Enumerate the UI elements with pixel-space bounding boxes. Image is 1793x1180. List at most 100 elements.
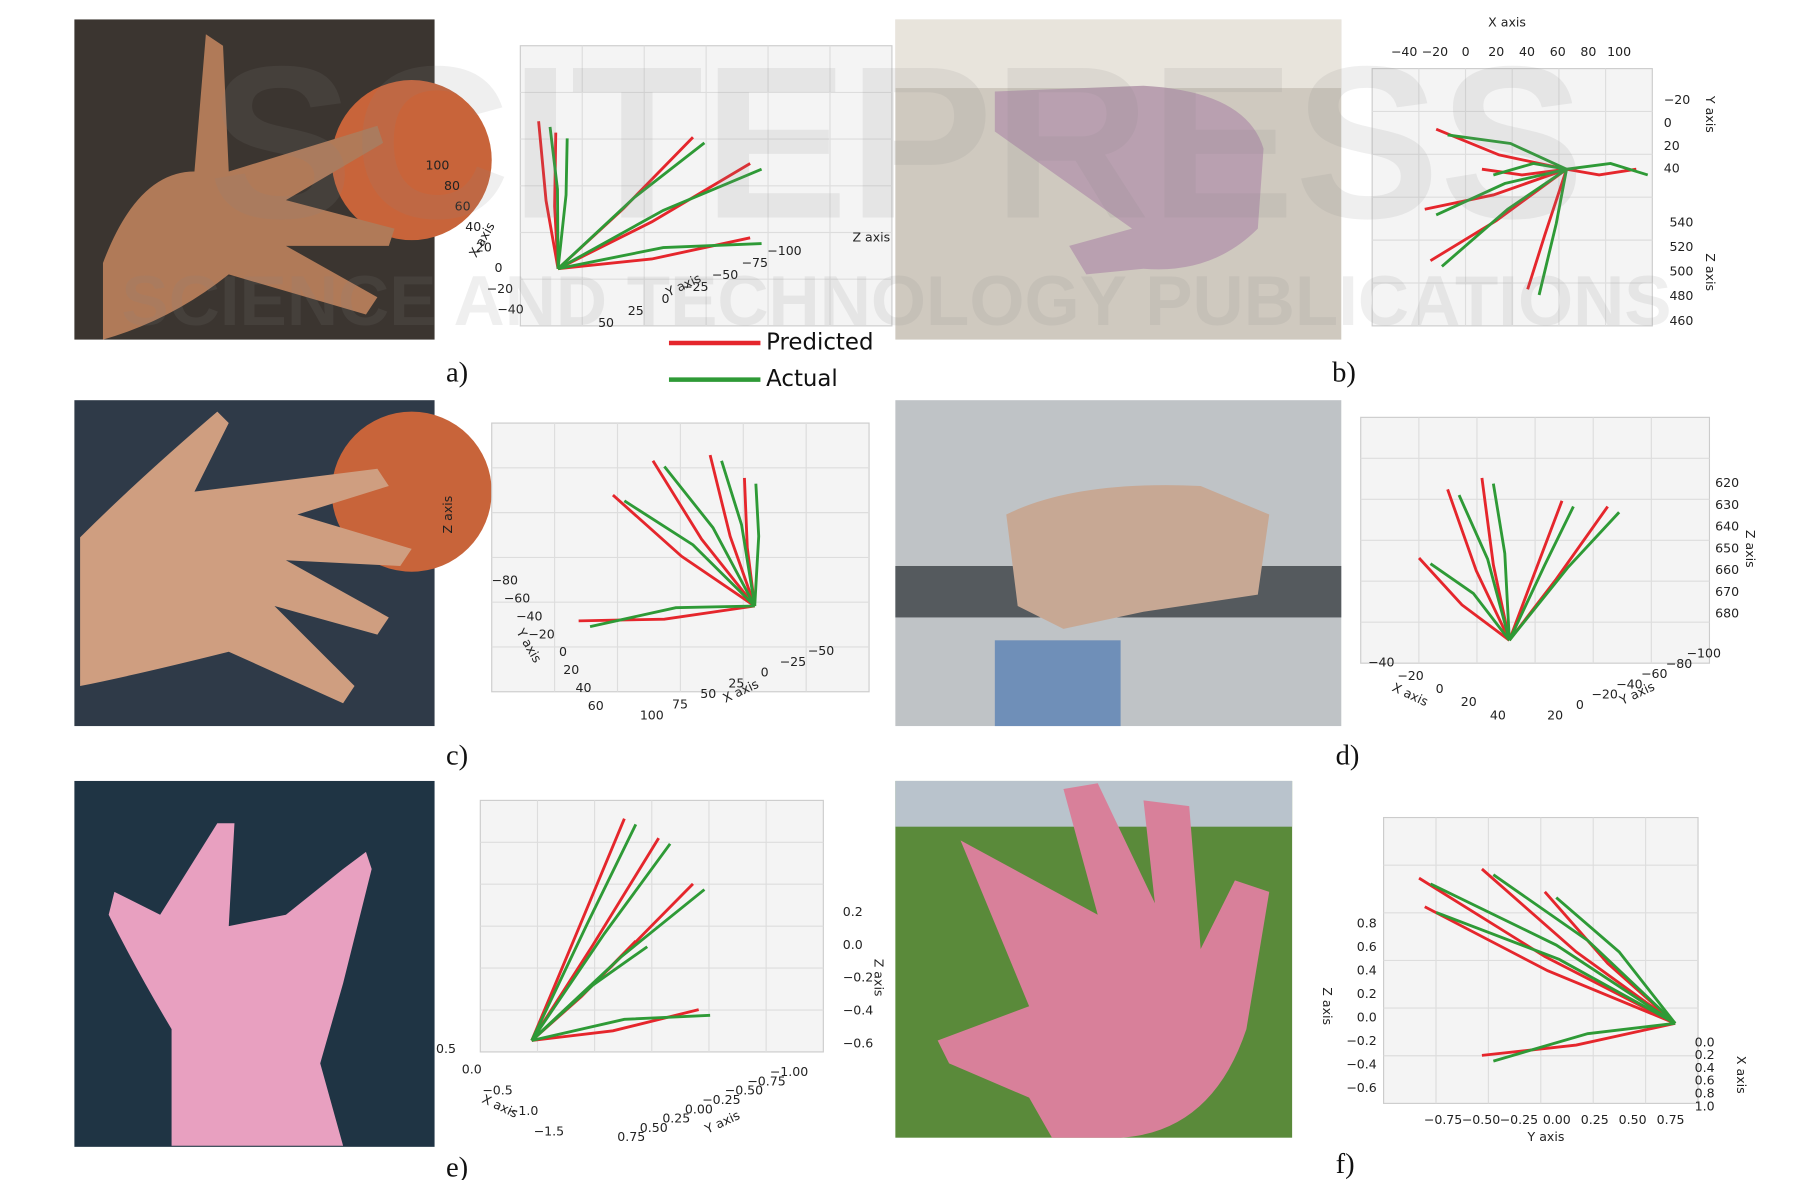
watermark-title: SCITEPRESS (208, 21, 1584, 264)
tick-label: 0.8 (1695, 1086, 1715, 1101)
skeleton-bone (720, 460, 757, 607)
skeleton-bone (1417, 557, 1511, 642)
tick-label: 640 (1715, 519, 1739, 534)
tick-label: 0 (1664, 115, 1672, 130)
hand (102, 34, 395, 340)
axis-label: Y axis (1527, 1129, 1565, 1144)
skeleton-bone (537, 121, 560, 269)
panel-label: e) (446, 1152, 468, 1180)
skeleton-bone (1481, 167, 1567, 177)
tick-label: 20 (1547, 707, 1563, 722)
skeleton-bone (548, 126, 560, 269)
tick-label: 500 (1669, 264, 1693, 279)
tick-label: −20 (528, 626, 555, 641)
tick-label: −0.4 (843, 1003, 874, 1018)
skeleton-bone (1508, 500, 1564, 641)
tick-label: −0.25 (702, 1092, 741, 1107)
tick-label: 0 (559, 644, 567, 659)
skeleton-bone (663, 465, 756, 607)
tick-label: 540 (1669, 214, 1693, 229)
tick-label: 0 (1436, 681, 1444, 696)
hand (937, 783, 1270, 1138)
tick-label: 80 (1580, 44, 1596, 59)
tick-label: −100 (1686, 646, 1721, 661)
axis-label: Z axis (1320, 987, 1335, 1025)
skeleton-bone (1429, 562, 1511, 642)
skeleton-bone (530, 842, 672, 1042)
skeleton-bone (1492, 1021, 1676, 1063)
tick-label: −0.2 (1346, 1033, 1377, 1048)
tick-label: 0.0 (1357, 1009, 1377, 1024)
tick-label: −1.0 (508, 1103, 539, 1118)
hand (80, 411, 412, 704)
hand (108, 823, 372, 1146)
skeleton-bone (1566, 162, 1649, 177)
skeleton-bone (1492, 162, 1567, 177)
skeleton-bone (1446, 488, 1511, 641)
tick-label: 0.75 (617, 1129, 645, 1144)
tick-label: 0.0 (462, 1062, 482, 1077)
tick-label: −40 (1616, 676, 1643, 691)
skeleton-bone (611, 494, 756, 608)
tick-label: −1.00 (770, 1064, 809, 1079)
tick-label: 0.6 (1357, 939, 1377, 954)
tick-label: −50 (808, 643, 835, 658)
skeleton-bone (753, 483, 761, 607)
panel-label: f) (1336, 1149, 1355, 1180)
skeleton-bone (557, 162, 751, 270)
skeleton-bone (708, 454, 757, 607)
tick-label: 20 (476, 240, 492, 255)
tick-label: 0.8 (1357, 915, 1377, 930)
tick-label: −0.6 (843, 1035, 874, 1050)
axis-label: Z axis (440, 496, 455, 534)
skeleton-bone (589, 604, 755, 628)
skeleton-bone (1508, 511, 1621, 642)
tick-label: 0.00 (685, 1101, 713, 1116)
skeleton-bone (530, 823, 638, 1042)
tick-label: −75 (741, 255, 768, 270)
panel-label: c) (446, 741, 468, 772)
skeleton-bone (1440, 168, 1568, 268)
tick-label: 0.4 (1357, 962, 1377, 977)
watermark-subtitle: SCIENCE AND TECHNOLOGY PUBLICATIONS (121, 262, 1671, 341)
tick-label: −100 (767, 243, 802, 258)
tick-label: 60 (455, 198, 471, 213)
skeleton-bone (530, 818, 626, 1042)
axis-label: Z axis (872, 959, 887, 997)
tick-label: 0.50 (640, 1120, 668, 1135)
watermark: SCITEPRESS SCIENCE AND TECHNOLOGY PUBLIC… (121, 21, 1671, 341)
skeleton-bone (1481, 1021, 1676, 1057)
tick-label: 650 (1715, 540, 1739, 555)
tick-label: 50 (700, 686, 716, 701)
hand (1006, 485, 1270, 629)
tick-label: −60 (504, 590, 531, 605)
legend-label: Actual (766, 366, 838, 392)
tick-label: −1.5 (534, 1123, 565, 1138)
tick-label: 0.25 (662, 1111, 690, 1126)
skeleton-bone (557, 167, 763, 270)
skeleton-bone (1435, 167, 1567, 217)
tick-label: −0.75 (747, 1073, 786, 1088)
tick-label: 0 (761, 665, 769, 680)
skeleton-bone (1418, 876, 1676, 1025)
tick-label: 680 (1715, 606, 1739, 621)
tick-label: 40 (576, 680, 592, 695)
photo-detail (994, 640, 1121, 727)
photos (74, 19, 1342, 1147)
tick-label: 460 (1669, 313, 1693, 328)
tick-label: 25 (728, 675, 744, 690)
tick-label: −40 (1368, 655, 1395, 670)
tick-label: −50 (712, 267, 739, 282)
tick-label: 0 (1462, 44, 1470, 59)
tick-label: −40 (497, 301, 524, 316)
tick-label: −0.4 (1346, 1057, 1377, 1072)
tick-label: −0.25 (1500, 1112, 1538, 1127)
skeleton-bone (556, 138, 569, 269)
panel-label: d) (1336, 741, 1360, 772)
tick-label: −80 (1666, 656, 1693, 671)
